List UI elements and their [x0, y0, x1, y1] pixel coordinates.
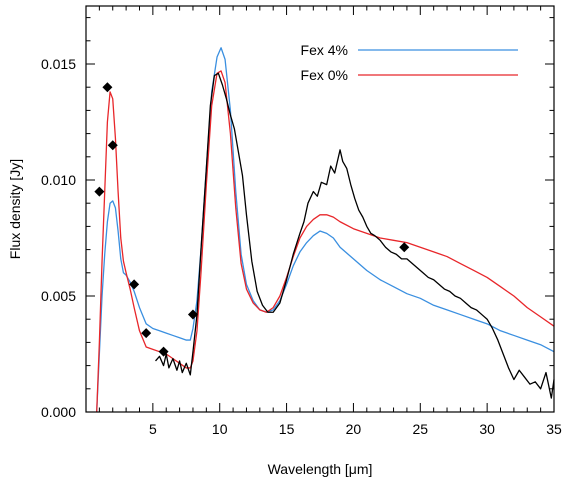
- x-axis-tick-labels: 5 10 15 20 25 30 35: [149, 421, 562, 437]
- series-line-observed: [155, 72, 555, 399]
- x-tick-label: 25: [412, 421, 428, 437]
- series-line-fex-0: [96, 70, 555, 413]
- x-tick-label: 20: [346, 421, 362, 437]
- data-point-marker: [158, 346, 169, 357]
- x-axis-label: Wavelength [μm]: [268, 461, 373, 477]
- x-tick-label: 15: [279, 421, 295, 437]
- plot-area: [94, 47, 555, 413]
- series-layer: [96, 47, 555, 413]
- x-tick-label: 10: [212, 421, 228, 437]
- y-tick-label: 0.015: [41, 56, 76, 72]
- data-point-marker: [107, 140, 118, 151]
- y-axis-ticks: [86, 17, 554, 413]
- data-point-marker: [141, 328, 152, 339]
- marker-layer: [94, 82, 410, 357]
- data-point-marker: [94, 186, 105, 197]
- series-line-fex-4: [96, 47, 555, 413]
- data-point-marker: [102, 82, 113, 93]
- data-point-marker: [129, 279, 140, 290]
- x-tick-label: 5: [149, 421, 157, 437]
- x-tick-label: 30: [479, 421, 495, 437]
- y-tick-label: 0.000: [41, 404, 76, 420]
- y-tick-label: 0.010: [41, 172, 76, 188]
- y-axis-label: Flux density [Jy]: [7, 159, 23, 259]
- x-tick-label: 35: [546, 421, 562, 437]
- y-tick-label: 0.005: [41, 288, 76, 304]
- x-axis-ticks: [98, 6, 555, 412]
- legend: Fex 4% Fex 0%: [301, 42, 518, 83]
- y-axis-tick-labels: 0.000 0.005 0.010 0.015: [41, 56, 76, 420]
- legend-label: Fex 4%: [301, 42, 348, 58]
- data-point-marker: [399, 242, 410, 253]
- data-point-marker: [187, 309, 198, 320]
- plot-frame: [85, 5, 555, 413]
- legend-label: Fex 0%: [301, 67, 348, 83]
